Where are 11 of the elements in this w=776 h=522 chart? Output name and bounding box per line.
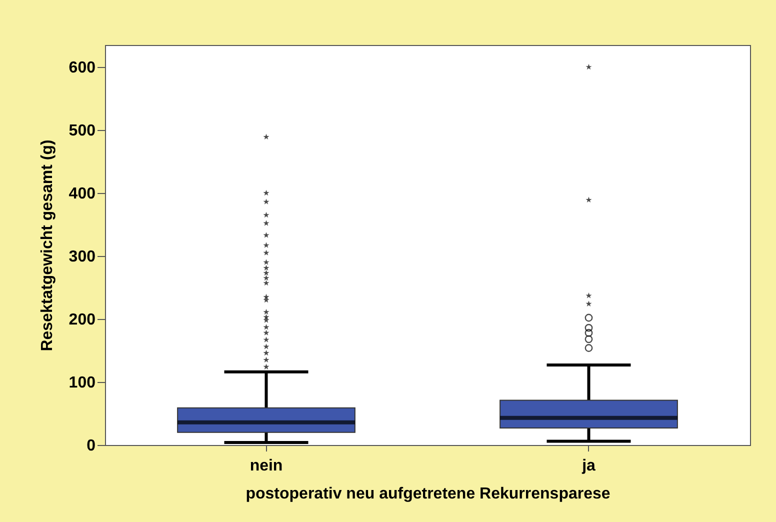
- y-axis-title: Resektatgewicht gesamt (g): [38, 140, 56, 352]
- x-tick-label: nein: [250, 458, 283, 474]
- y-tick-label: 600: [68, 60, 96, 77]
- y-tick-label: 0: [86, 438, 96, 454]
- y-tick-label: 100: [68, 374, 96, 392]
- y-tick-label: 400: [68, 186, 96, 203]
- y-tick-label: 300: [68, 248, 96, 266]
- x-tick-label: ja: [581, 458, 596, 474]
- y-tick-label: 500: [68, 122, 96, 140]
- x-axis-title: postoperativ neu aufgetretene Rekurrensparese: [246, 486, 610, 502]
- y-tick-label: 200: [68, 312, 96, 329]
